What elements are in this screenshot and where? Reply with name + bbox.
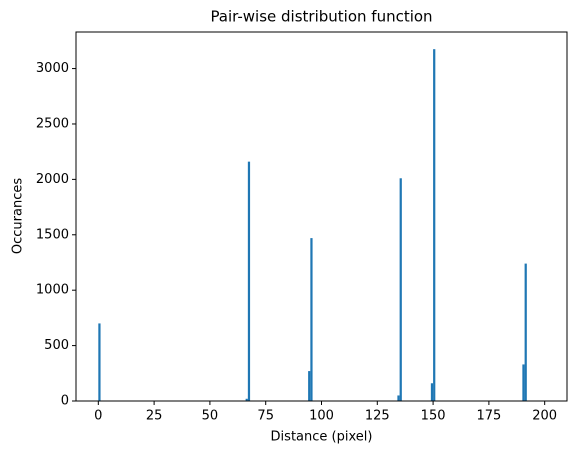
- bar: [433, 49, 436, 402]
- bar: [245, 398, 248, 401]
- bar: [522, 364, 525, 401]
- x-tick-label: 200: [532, 409, 557, 424]
- x-tick-label: 100: [309, 409, 334, 424]
- bar: [397, 395, 400, 401]
- bar: [524, 263, 527, 401]
- x-tick-label: 125: [365, 409, 390, 424]
- x-tick-label: 75: [257, 409, 274, 424]
- x-tick-label: 0: [94, 409, 102, 424]
- axes-frame: [75, 31, 568, 402]
- y-tick-label: 500: [44, 338, 69, 353]
- bar: [98, 323, 101, 401]
- y-tick-label: 1000: [36, 283, 69, 298]
- bar: [430, 383, 434, 401]
- y-tick-label: 2000: [36, 172, 69, 187]
- x-tick-label: 50: [202, 409, 219, 424]
- bar: [310, 238, 313, 401]
- x-axis-label: Distance (pixel): [271, 430, 373, 445]
- x-tick-label: 25: [146, 409, 163, 424]
- chart-title: Pair-wise distribution function: [210, 8, 432, 26]
- y-tick-label: 2500: [36, 116, 69, 131]
- bar: [247, 161, 251, 401]
- y-tick-label: 3000: [36, 61, 69, 76]
- bar: [308, 371, 311, 401]
- y-tick-label: 0: [61, 394, 69, 409]
- bar: [399, 178, 402, 401]
- x-tick-label: 150: [421, 409, 446, 424]
- y-axis-label: Occurances: [11, 178, 26, 254]
- x-tick-label: 175: [476, 409, 501, 424]
- y-tick-label: 1500: [36, 227, 69, 242]
